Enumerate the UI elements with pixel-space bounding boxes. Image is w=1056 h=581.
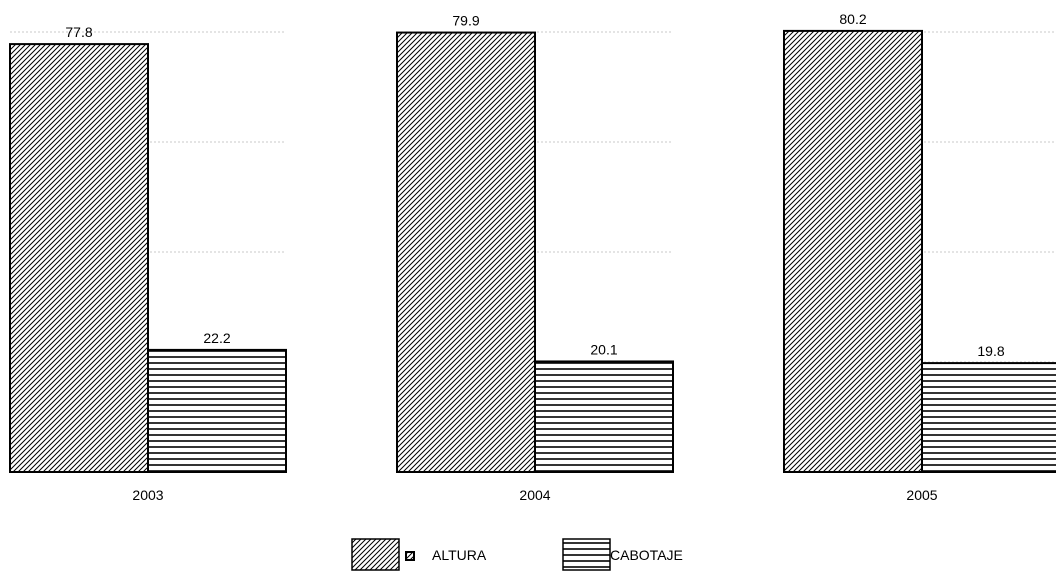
data-label: 22.2 bbox=[203, 330, 230, 346]
bar-cabotaje-2004 bbox=[534, 360, 674, 474]
data-label: 19.8 bbox=[977, 343, 1004, 359]
legend-marker-icon bbox=[405, 551, 415, 561]
data-label: 79.9 bbox=[452, 13, 479, 29]
x-tick-label: 2005 bbox=[906, 487, 937, 503]
data-label: 20.1 bbox=[590, 341, 617, 357]
x-tick-label: 2003 bbox=[132, 487, 163, 503]
legend-label-cabotaje: CABOTAJE bbox=[610, 547, 683, 563]
data-label: 77.8 bbox=[65, 24, 92, 40]
bar-cabotaje-2005 bbox=[921, 362, 1056, 474]
x-tick-label: 2004 bbox=[519, 487, 550, 503]
data-labels: 77.8 22.2 79.9 20.1 80.2 19.8 bbox=[65, 11, 1004, 359]
bar-cabotaje-2003 bbox=[147, 348, 287, 473]
legend-label-altura: ALTURA bbox=[432, 547, 487, 563]
legend: ALTURA CABOTAJE bbox=[351, 538, 683, 571]
bars bbox=[9, 29, 1056, 474]
bar-altura-2005 bbox=[783, 29, 923, 474]
x-axis: 2003 2004 2005 bbox=[132, 487, 937, 503]
data-label: 80.2 bbox=[839, 11, 866, 27]
bar-altura-2003 bbox=[9, 43, 149, 473]
legend-swatch-cabotaje bbox=[562, 538, 611, 571]
bar-altura-2004 bbox=[396, 31, 536, 474]
legend-swatch-altura bbox=[351, 538, 400, 571]
